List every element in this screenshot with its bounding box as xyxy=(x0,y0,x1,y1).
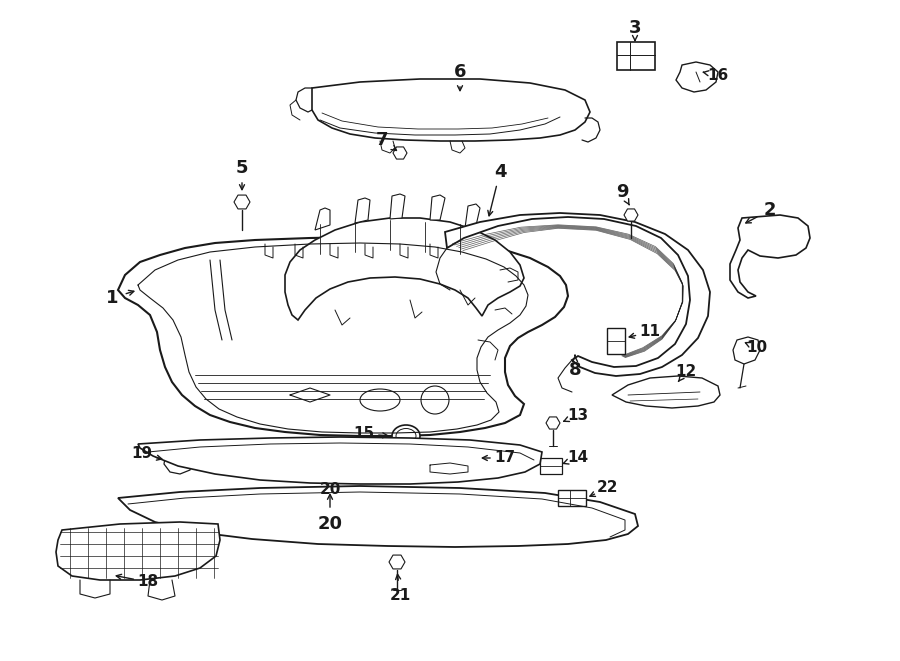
Polygon shape xyxy=(393,147,407,159)
Polygon shape xyxy=(730,215,810,298)
Text: 4: 4 xyxy=(494,163,506,181)
Polygon shape xyxy=(234,195,250,209)
Polygon shape xyxy=(138,437,542,484)
Text: 21: 21 xyxy=(390,588,410,602)
Text: 7: 7 xyxy=(376,131,388,149)
Bar xyxy=(607,328,625,354)
Polygon shape xyxy=(546,417,560,429)
Polygon shape xyxy=(312,79,590,141)
Polygon shape xyxy=(676,62,718,92)
Polygon shape xyxy=(612,376,720,408)
Polygon shape xyxy=(624,209,638,221)
Text: 3: 3 xyxy=(629,19,641,37)
Text: 20: 20 xyxy=(320,483,341,498)
Text: 22: 22 xyxy=(598,481,619,496)
Polygon shape xyxy=(355,198,370,223)
Polygon shape xyxy=(164,448,192,474)
Text: 11: 11 xyxy=(640,325,661,340)
Text: 19: 19 xyxy=(131,446,153,461)
Polygon shape xyxy=(118,237,568,436)
Text: 17: 17 xyxy=(494,451,516,465)
Text: 16: 16 xyxy=(707,67,729,83)
Text: 8: 8 xyxy=(569,361,581,379)
Bar xyxy=(558,490,586,506)
Text: 10: 10 xyxy=(746,340,768,356)
Polygon shape xyxy=(285,218,524,320)
Polygon shape xyxy=(465,204,480,230)
Polygon shape xyxy=(118,486,638,547)
Polygon shape xyxy=(390,194,405,219)
Text: 6: 6 xyxy=(454,63,466,81)
Text: 2: 2 xyxy=(764,201,776,219)
Text: 5: 5 xyxy=(236,159,248,177)
Polygon shape xyxy=(733,337,760,364)
Polygon shape xyxy=(389,555,405,569)
Polygon shape xyxy=(430,195,445,220)
Bar xyxy=(540,458,562,474)
Bar xyxy=(617,42,655,70)
Circle shape xyxy=(421,386,449,414)
Text: 20: 20 xyxy=(318,515,343,533)
Text: 18: 18 xyxy=(138,574,158,590)
Polygon shape xyxy=(438,446,480,468)
Polygon shape xyxy=(445,213,710,376)
Polygon shape xyxy=(56,522,220,580)
Ellipse shape xyxy=(360,389,400,411)
Text: 13: 13 xyxy=(567,407,589,422)
Text: 9: 9 xyxy=(616,183,628,201)
Polygon shape xyxy=(315,208,330,230)
Text: 15: 15 xyxy=(354,426,374,442)
Text: 1: 1 xyxy=(106,289,118,307)
Text: 12: 12 xyxy=(675,364,697,379)
Ellipse shape xyxy=(396,428,416,444)
Ellipse shape xyxy=(392,425,420,447)
Text: 14: 14 xyxy=(567,451,589,465)
